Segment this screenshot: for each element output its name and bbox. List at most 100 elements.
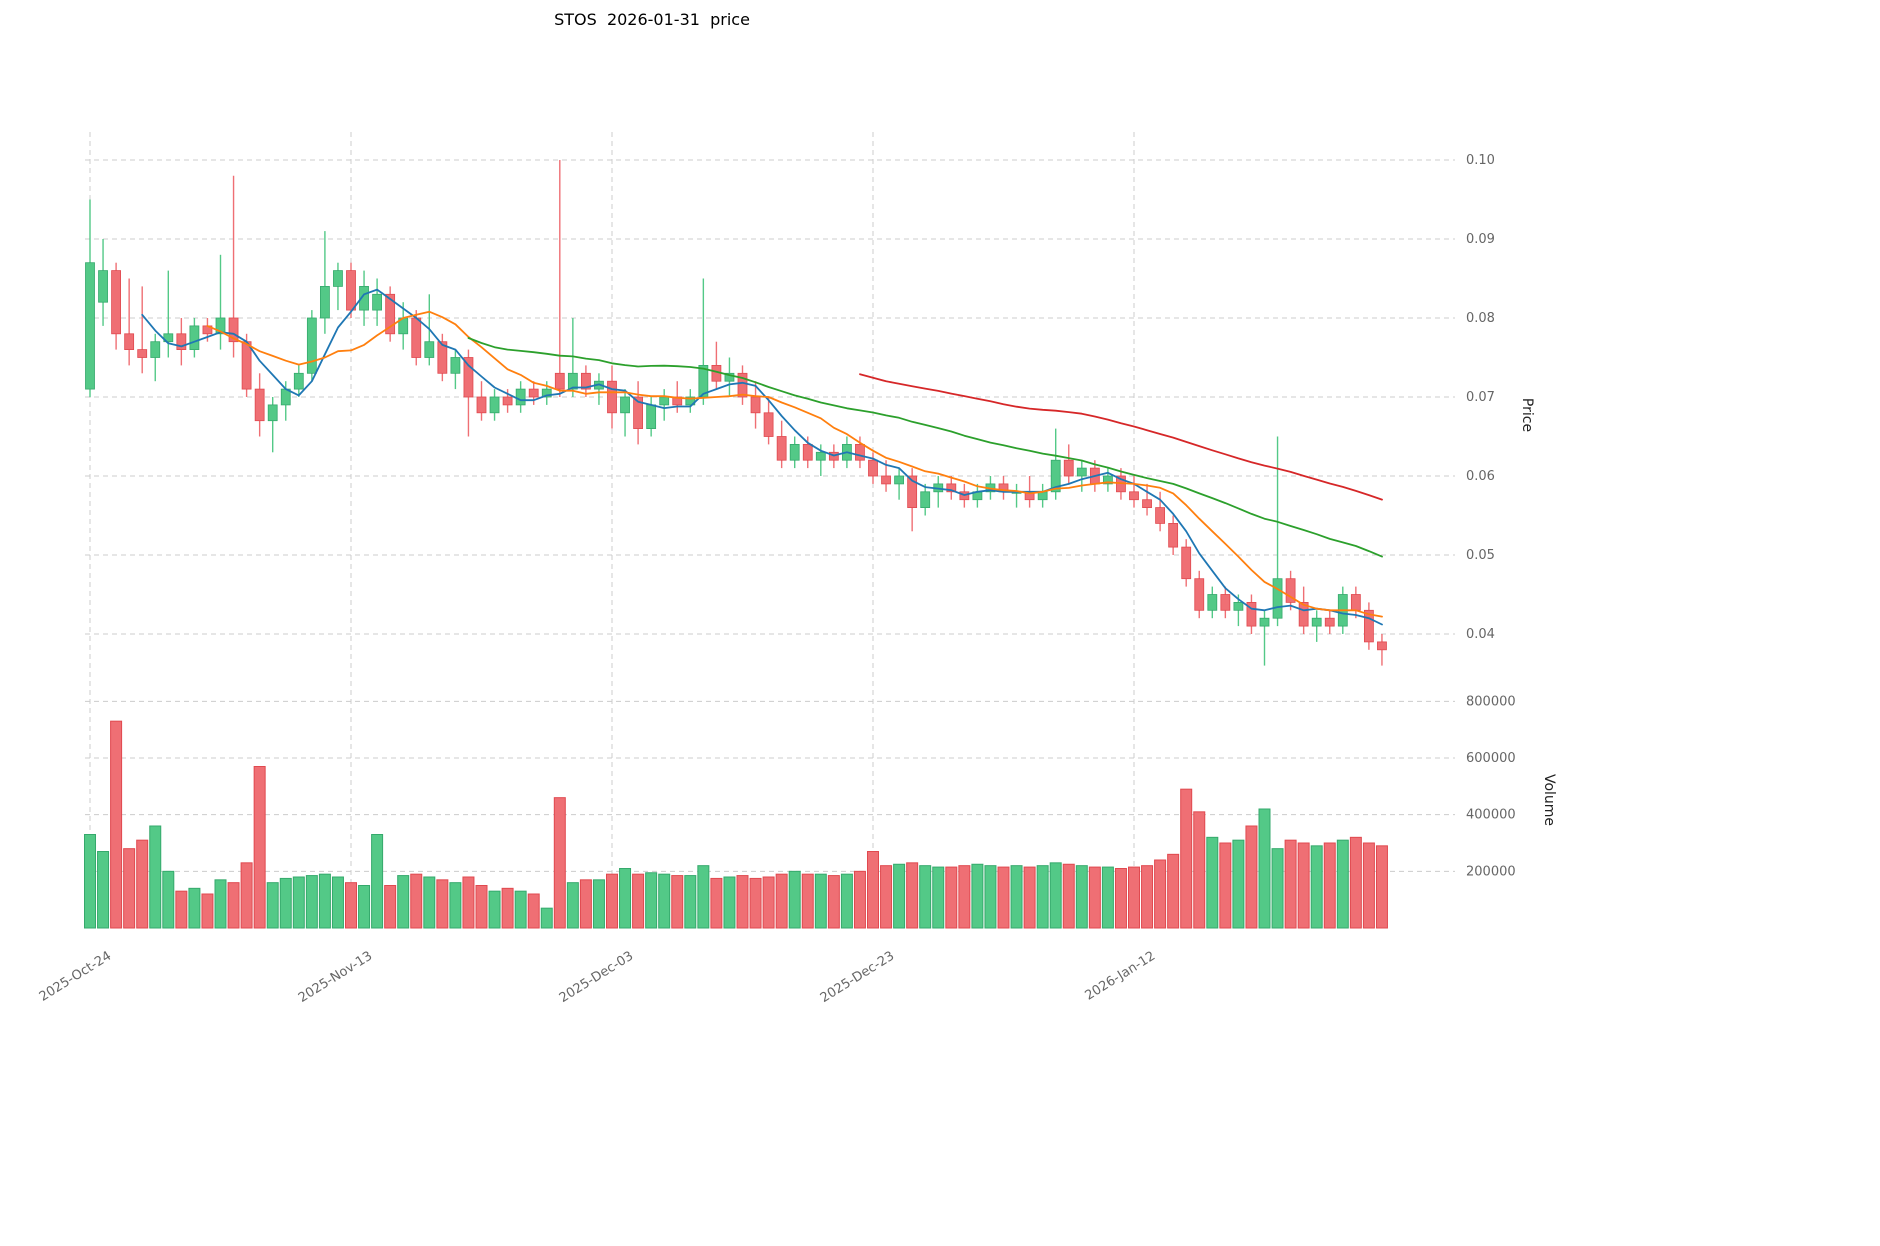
volume-tick-label: 600000 [1466, 751, 1516, 766]
x-tick-label: 2025-Dec-03 [557, 949, 636, 1006]
volume-bar [632, 873, 645, 929]
candle-body [802, 443, 813, 461]
volume-bar [1284, 839, 1297, 929]
price-tick-label: 0.06 [1466, 469, 1495, 484]
candle-body [607, 380, 617, 414]
volume-bar [1219, 842, 1232, 929]
volume-bar [1141, 865, 1154, 929]
volume-bar [984, 865, 997, 929]
ma-line-30 [467, 337, 1383, 558]
chart-title: STOS 2026-01-31 price [554, 10, 750, 29]
candle-body [855, 443, 865, 461]
price-tick-label: 0.08 [1466, 311, 1495, 326]
candle-body [98, 270, 108, 303]
volume-bar [1088, 866, 1101, 929]
volume-bar [592, 879, 605, 929]
volume-bar [1036, 865, 1049, 929]
volume-bar [305, 875, 318, 929]
candle-body [111, 270, 121, 335]
volume-bar [893, 863, 906, 929]
volume-bar [188, 887, 201, 929]
candle-body [411, 317, 422, 358]
candle-body [241, 341, 252, 390]
volume-bar [566, 882, 579, 929]
candle-body [372, 293, 383, 311]
volume-bar [1349, 836, 1362, 929]
volume-bar [201, 893, 214, 929]
candle-body [659, 396, 670, 406]
volume-bar [997, 866, 1010, 929]
volume-bar [475, 885, 488, 929]
volume-bar [514, 890, 527, 929]
volume-bar [149, 825, 162, 929]
candle-body [776, 436, 787, 461]
volume-bar [84, 834, 96, 929]
candle-body [124, 333, 135, 350]
candle-body [1350, 594, 1361, 611]
candle-body [554, 372, 565, 390]
volume-bar [697, 865, 710, 929]
candle-body [137, 349, 148, 358]
candle-body [228, 317, 239, 343]
volume-bar [1297, 842, 1310, 929]
volume-bar [801, 873, 814, 929]
volume-bar [710, 877, 723, 929]
volume-bar [840, 873, 853, 929]
candle-body [306, 317, 317, 374]
volume-bar [1101, 866, 1114, 929]
volume-bar [384, 885, 397, 929]
x-tick-label: 2025-Oct-24 [37, 949, 114, 1005]
volume-bar [358, 885, 371, 929]
candle-body [333, 270, 343, 287]
volume-bar [827, 875, 840, 929]
x-tick-label: 2025-Dec-23 [818, 949, 897, 1006]
volume-bar [436, 879, 449, 929]
volume-bar [932, 866, 945, 929]
volume-bar [814, 873, 827, 929]
candle-body [267, 404, 278, 422]
candle-body [1324, 617, 1335, 627]
candle-body [1142, 499, 1152, 509]
candle-body [176, 333, 187, 350]
candle-body [567, 372, 578, 390]
candle-body [1076, 467, 1087, 477]
volume-bar [488, 890, 501, 929]
volume-bar [788, 870, 801, 929]
candle-body [189, 325, 200, 350]
volume-tick-label: 400000 [1466, 808, 1516, 823]
volume-bar [1128, 866, 1140, 929]
volume-bar [971, 863, 984, 929]
candle-body [1285, 578, 1296, 603]
candle-body [789, 443, 800, 461]
candle-body [254, 388, 265, 422]
candle-body [1103, 475, 1113, 485]
volume-bar [853, 870, 866, 929]
candle-body [1311, 617, 1322, 627]
candle-body [868, 459, 878, 477]
volume-bar [240, 862, 253, 929]
volume-bar [1167, 853, 1180, 929]
candle-body [1259, 617, 1270, 627]
volume-axis-label: Volume [1541, 774, 1557, 826]
price-tick-label: 0.09 [1466, 232, 1495, 247]
candle-body [724, 372, 735, 382]
volume-bar [110, 720, 123, 929]
volume-bar [749, 877, 762, 929]
candle-body [646, 404, 657, 429]
volume-bar [1336, 839, 1349, 929]
candle-body [293, 372, 304, 390]
volume-bar [645, 872, 658, 929]
volume-bar [1232, 839, 1245, 929]
candle-body [920, 491, 931, 508]
volume-bar [1258, 808, 1271, 929]
volume-bar [292, 876, 305, 929]
candle-body [1168, 523, 1179, 548]
candle-body [1233, 602, 1244, 611]
candle-body [881, 475, 891, 485]
candle-body [502, 396, 513, 406]
candle-body [1207, 594, 1218, 611]
candle-body [437, 341, 448, 374]
candle-body [150, 341, 161, 358]
